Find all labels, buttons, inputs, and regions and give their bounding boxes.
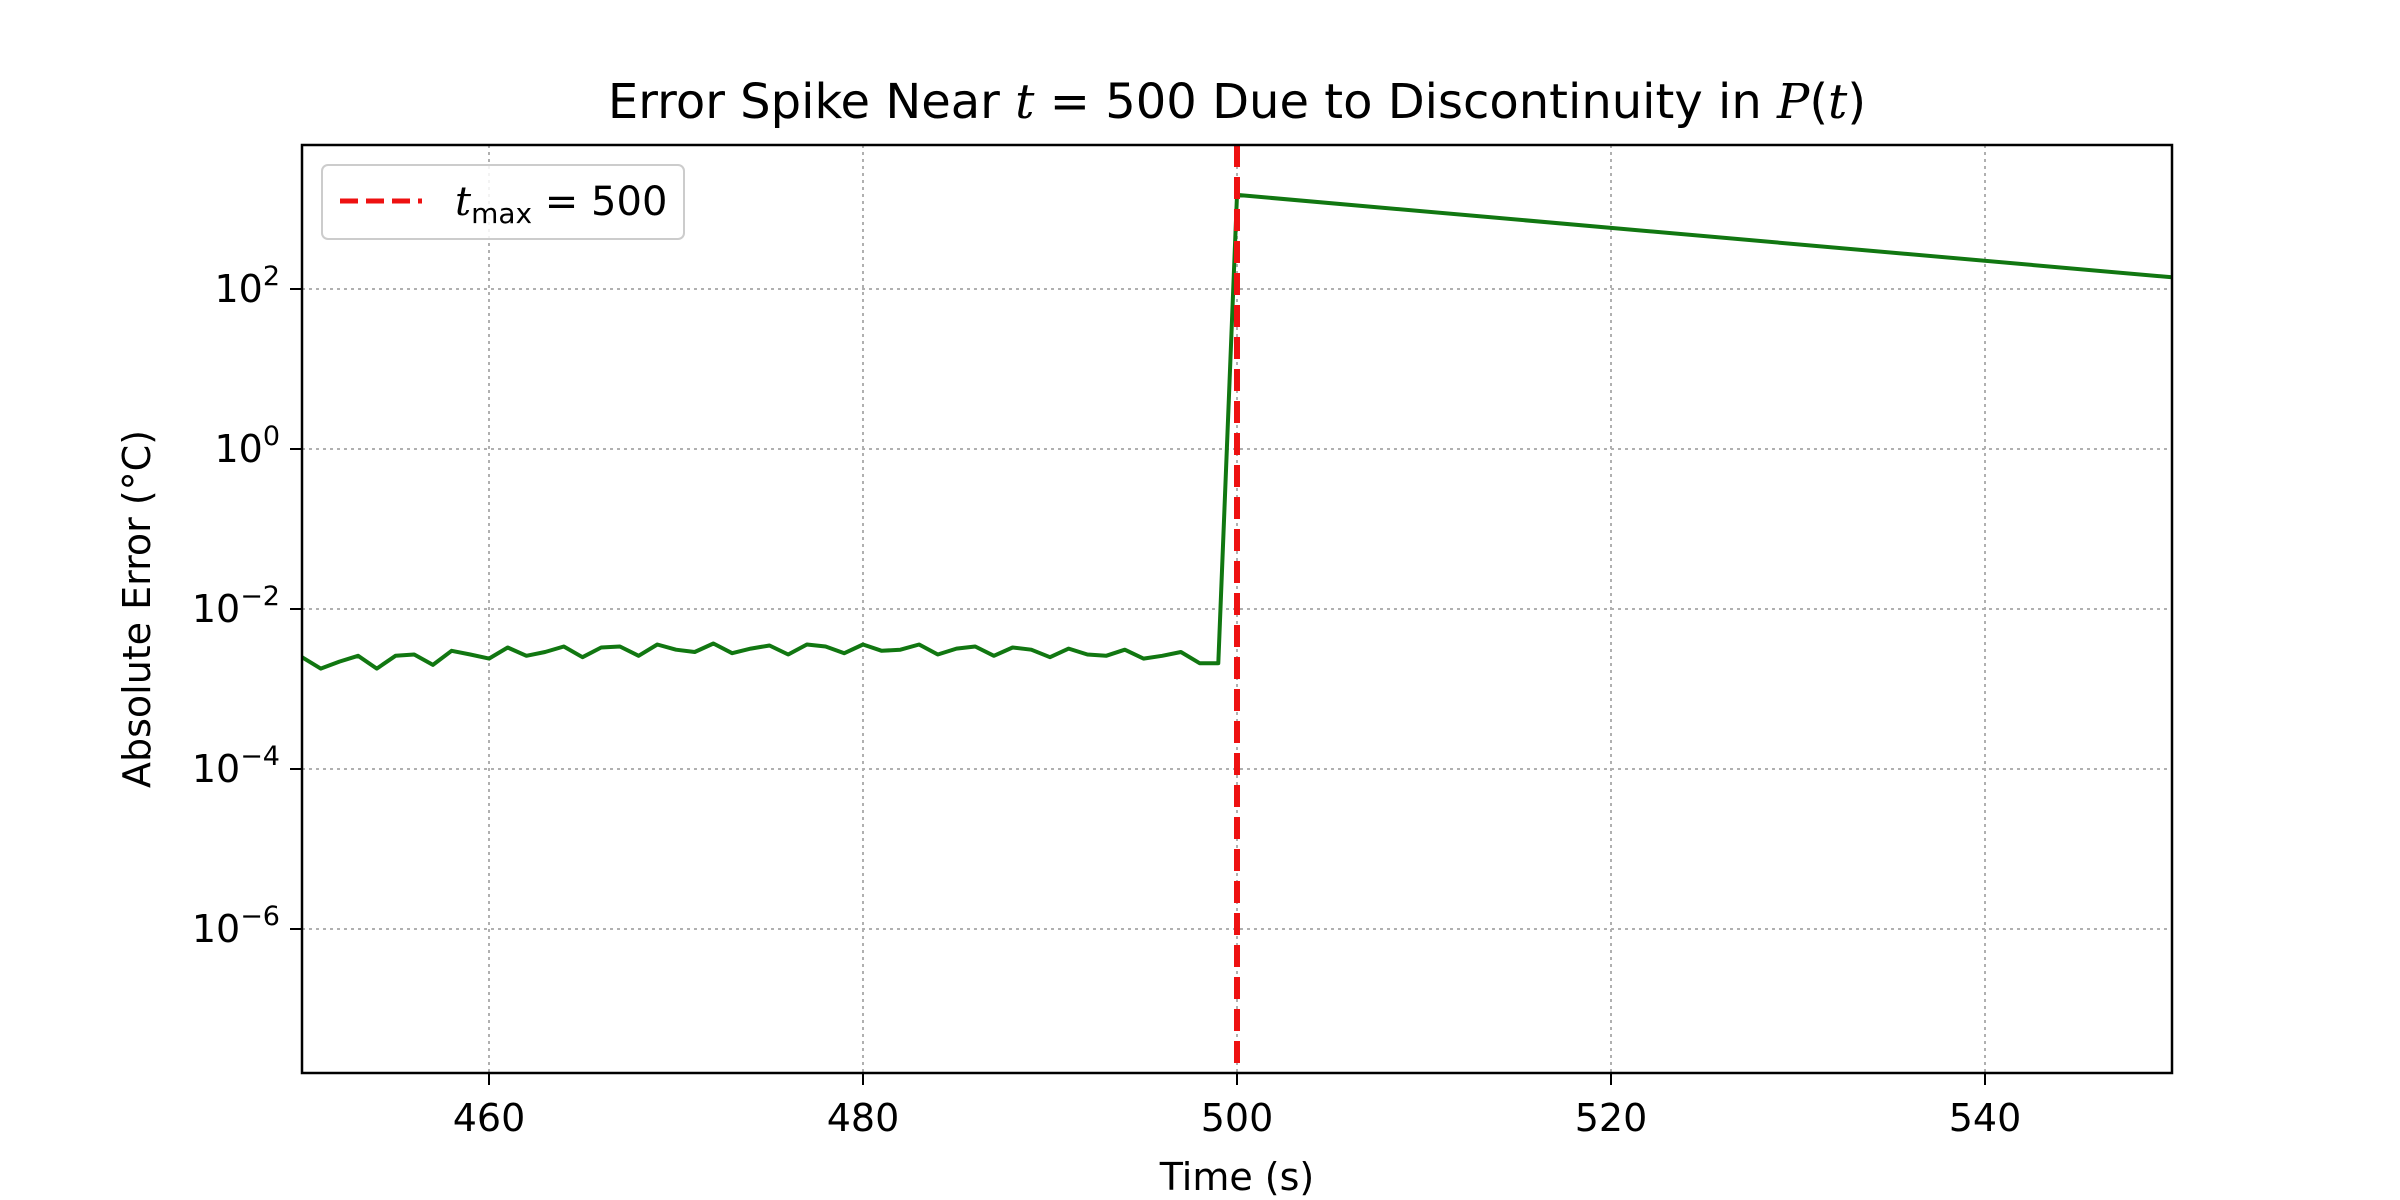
y-tick-label-2: 10−2 xyxy=(192,581,280,631)
x-axis-label: Time (s) xyxy=(1159,1155,1315,1199)
x-tick-label-540: 540 xyxy=(1949,1096,2022,1140)
x-tick-label-460: 460 xyxy=(453,1096,526,1140)
y-tick-label-1: 100 xyxy=(214,421,280,471)
legend: tmax = 500 xyxy=(321,164,685,240)
series-layer xyxy=(300,192,2173,671)
series-line-0 xyxy=(300,192,2173,671)
y-axis-label: Absolute Error (°C) xyxy=(115,430,159,788)
x-axis-ticks: 460 480 500 520 540 xyxy=(453,1073,2022,1140)
x-tick-label-500: 500 xyxy=(1201,1096,1274,1140)
y-axis-ticks: 102 100 10−2 10−4 10−6 xyxy=(192,261,302,951)
x-tick-label-480: 480 xyxy=(827,1096,900,1140)
y-tick-label-4: 10−6 xyxy=(192,901,280,951)
y-tick-label-3: 10−4 xyxy=(192,741,280,791)
chart-title: Error Spike Near t = 500 Due to Disconti… xyxy=(608,74,1866,130)
legend-box xyxy=(321,164,685,240)
x-tick-label-520: 520 xyxy=(1575,1096,1648,1140)
legend-label-tmax: tmax = 500 xyxy=(455,179,667,230)
y-tick-label-0: 102 xyxy=(214,261,280,311)
